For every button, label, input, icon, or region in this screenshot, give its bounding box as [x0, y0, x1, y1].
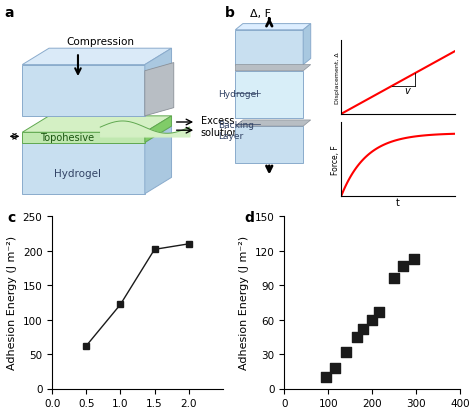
Polygon shape [303, 25, 311, 65]
Polygon shape [235, 31, 303, 65]
Point [331, 365, 338, 371]
Y-axis label: Force, F: Force, F [331, 145, 340, 174]
Polygon shape [145, 117, 172, 143]
Polygon shape [235, 25, 311, 31]
Text: c: c [7, 211, 15, 225]
Text: Excess
solution: Excess solution [201, 116, 239, 137]
Text: Compression: Compression [66, 37, 134, 47]
Polygon shape [22, 133, 145, 143]
Text: d: d [244, 211, 254, 225]
Y-axis label: Adhesion Energy (J m⁻²): Adhesion Energy (J m⁻²) [7, 236, 17, 370]
Point [375, 308, 383, 315]
Y-axis label: Adhesion Energy (J m⁻²): Adhesion Energy (J m⁻²) [239, 236, 249, 370]
Polygon shape [22, 65, 145, 117]
Point [322, 374, 330, 380]
Point [410, 256, 418, 263]
Polygon shape [235, 121, 311, 127]
Point [390, 275, 398, 282]
Point [353, 334, 361, 340]
Text: a: a [4, 6, 14, 20]
Polygon shape [145, 63, 174, 117]
Point [359, 326, 367, 332]
Text: Hydrogel: Hydrogel [55, 169, 101, 179]
Polygon shape [22, 117, 172, 133]
Text: Hydrogel: Hydrogel [218, 90, 259, 99]
Polygon shape [235, 72, 303, 119]
Point [399, 263, 407, 269]
Y-axis label: Displacement, Δ: Displacement, Δ [335, 52, 340, 103]
Point [368, 317, 376, 323]
Polygon shape [235, 65, 311, 72]
Polygon shape [235, 127, 303, 164]
Text: Topohesive: Topohesive [40, 133, 94, 143]
Text: Δ, F: Δ, F [250, 9, 271, 19]
Polygon shape [22, 127, 172, 143]
X-axis label: t: t [396, 198, 400, 208]
Text: Backing
Layer: Backing Layer [218, 121, 254, 141]
Polygon shape [145, 49, 172, 117]
Polygon shape [145, 127, 172, 194]
Point [342, 348, 349, 355]
Polygon shape [22, 143, 145, 194]
Text: b: b [225, 6, 235, 20]
Text: v: v [404, 86, 410, 96]
Polygon shape [22, 49, 172, 65]
